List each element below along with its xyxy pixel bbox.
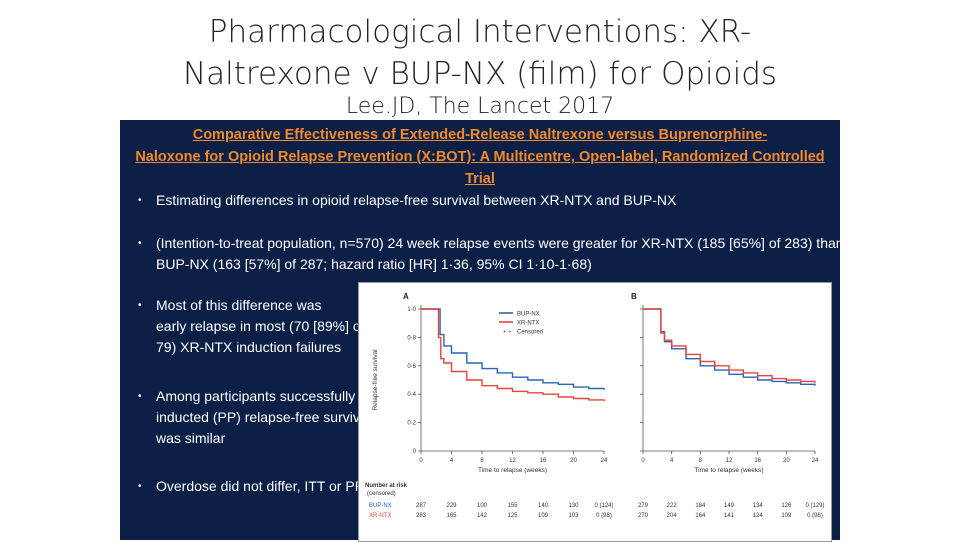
risk-cell: 130 bbox=[568, 503, 579, 509]
bullet-text: was similar bbox=[156, 430, 226, 446]
risk-cell: 0 (129) bbox=[805, 503, 824, 509]
risk-cell: 126 bbox=[781, 503, 792, 509]
x-tick-label: 4 bbox=[670, 458, 674, 464]
risk-cell: 0 (124) bbox=[594, 503, 613, 509]
x-tick-label: 4 bbox=[450, 458, 454, 464]
x-axis-label: Time to relapse (weeks) bbox=[478, 467, 547, 474]
legend-label-bupnx: BUP-NX bbox=[517, 312, 540, 318]
y-axis-label: Relapse-free survival bbox=[372, 349, 379, 411]
risk-cell: 155 bbox=[507, 503, 518, 509]
x-tick-label: 20 bbox=[783, 458, 790, 464]
x-tick-label: 0 bbox=[419, 458, 423, 464]
risk-cell: 109 bbox=[538, 513, 549, 519]
bullet-text: (Intention-to-treat population, n=570) 2… bbox=[156, 235, 864, 251]
y-tick-label: 0·8 bbox=[407, 335, 416, 341]
citation: Lee.JD, The Lancet 2017 bbox=[345, 94, 615, 119]
x-tick-label: 0 bbox=[641, 458, 645, 464]
risk-cell: 283 bbox=[416, 513, 427, 519]
risk-cell: 109 bbox=[781, 513, 792, 519]
risk-cell: 287 bbox=[416, 503, 427, 509]
bullet-text: Among participants successfully bbox=[156, 388, 356, 404]
risk-cell: 124 bbox=[753, 513, 764, 519]
x-axis-label: Time to relapse (weeks) bbox=[694, 467, 763, 474]
bullet-text: 79) XR-NTX induction failures bbox=[156, 339, 342, 355]
risk-cell: 184 bbox=[695, 503, 706, 509]
survival-figure: Relapse-free survival A 0 0·2 0·4 0·6 0·8 1·0 0 4… bbox=[358, 282, 832, 542]
risk-table-subtitle: (censored) bbox=[367, 491, 396, 497]
y-tick-label: 0·6 bbox=[407, 364, 416, 370]
title-line-1: Pharmacological Interventions: XR- bbox=[208, 14, 752, 50]
risk-cell: 141 bbox=[724, 513, 735, 519]
bullet-text: inducted (PP) relapse-free survival bbox=[156, 409, 371, 425]
content-panel: Comparative Effectiveness of Extended-Re… bbox=[120, 120, 864, 542]
legend-censored-mark: + + bbox=[503, 330, 512, 336]
risk-cell: 229 bbox=[446, 503, 457, 509]
x-tick-label: 8 bbox=[480, 458, 484, 464]
bullet-dot: • bbox=[138, 391, 142, 402]
bullet-dot: • bbox=[138, 195, 142, 206]
survival-line-xrntx bbox=[421, 308, 605, 402]
bullet-dot: • bbox=[138, 481, 142, 492]
risk-row-name: XR-NTX bbox=[369, 513, 391, 519]
x-tick-label: 24 bbox=[601, 458, 608, 464]
risk-cell: 165 bbox=[446, 513, 457, 519]
risk-cell: 140 bbox=[538, 503, 549, 509]
survival-line-xrntx bbox=[643, 308, 816, 383]
survival-line-bupnx bbox=[643, 308, 816, 386]
heading-line-2: Naloxone for Opioid Relapse Prevention (… bbox=[135, 149, 825, 187]
risk-cell: 100 bbox=[477, 503, 488, 509]
x-tick-label: 12 bbox=[509, 458, 516, 464]
y-tick-label: 1·0 bbox=[407, 307, 416, 313]
bullet-text: Most of this difference was bbox=[156, 297, 322, 313]
panel-label-a: A bbox=[403, 292, 409, 301]
risk-cell: 103 bbox=[568, 513, 579, 519]
x-tick-label: 16 bbox=[540, 458, 547, 464]
survival-chart-svg: Relapse-free survival A 0 0·2 0·4 0·6 0·8 1·0 0 4… bbox=[365, 292, 825, 519]
bullet-dot: • bbox=[138, 238, 142, 249]
bullet-text: Overdose did not differ, ITT or PP bbox=[156, 478, 365, 494]
bullet-text: Estimating differences in opioid relapse… bbox=[156, 192, 677, 208]
survival-line-bupnx bbox=[421, 308, 605, 390]
risk-cell: 279 bbox=[638, 503, 649, 509]
slide-title: Pharmacological Interventions: XR- Naltr… bbox=[150, 14, 810, 118]
legend-label-censored: Censored bbox=[517, 330, 543, 336]
risk-cell: 125 bbox=[507, 513, 518, 519]
y-tick-label: 0·4 bbox=[407, 392, 416, 398]
risk-row-name: BUP-NX bbox=[369, 503, 392, 509]
x-tick-label: 20 bbox=[570, 458, 577, 464]
risk-cell: 149 bbox=[724, 503, 735, 509]
bullet-text: early relapse in most (70 [89%] of bbox=[156, 318, 365, 334]
risk-table-title: Number at risk bbox=[365, 483, 408, 489]
y-tick-label: 0·2 bbox=[407, 421, 416, 427]
risk-cell: 142 bbox=[477, 513, 488, 519]
risk-cell: 0 (98) bbox=[596, 513, 612, 519]
risk-cell: 134 bbox=[753, 503, 764, 509]
heading-line-1: Comparative Effectiveness of Extended-Re… bbox=[192, 127, 768, 143]
bullet-dot: • bbox=[138, 300, 142, 311]
risk-cell: 222 bbox=[667, 503, 678, 509]
x-tick-label: 8 bbox=[699, 458, 703, 464]
panel-label-b: B bbox=[631, 292, 637, 301]
risk-cell: 270 bbox=[638, 513, 649, 519]
x-tick-label: 12 bbox=[726, 458, 733, 464]
panel-heading: Comparative Effectiveness of Extended-Re… bbox=[120, 124, 840, 190]
risk-cell: 0 (98) bbox=[807, 513, 823, 519]
x-tick-label: 16 bbox=[754, 458, 761, 464]
bullet-text: BUP-NX (163 [57%] of 287; hazard ratio [… bbox=[156, 256, 592, 272]
risk-cell: 164 bbox=[695, 513, 706, 519]
x-tick-label: 24 bbox=[812, 458, 819, 464]
risk-cell: 204 bbox=[667, 513, 678, 519]
title-line-2: Naltrexone v BUP-NX (film) for Opioids bbox=[182, 56, 778, 92]
y-tick-label: 0 bbox=[413, 449, 417, 455]
legend-label-xrntx: XR-NTX bbox=[517, 321, 539, 327]
